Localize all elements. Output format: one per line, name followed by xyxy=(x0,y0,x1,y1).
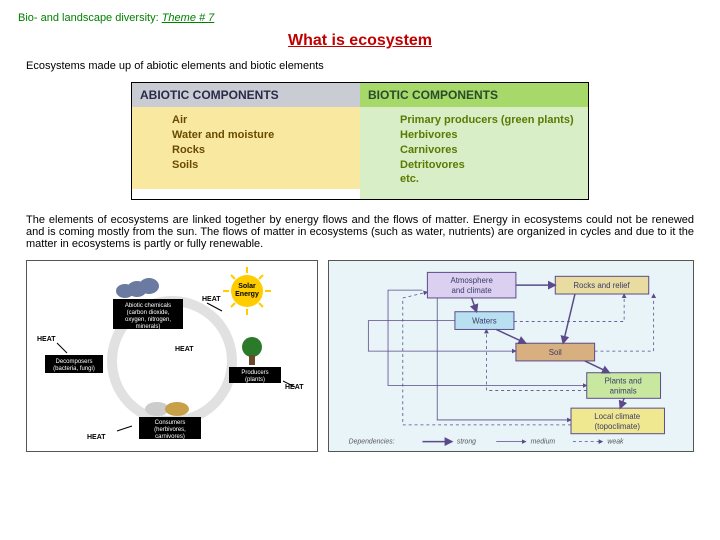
cons-box-3: carnivores) xyxy=(155,434,185,440)
energy-cycle-diagram: Solar Energy Abiotic chemicals (carbon d… xyxy=(26,260,318,452)
breadcrumb: Bio- and landscape diversity: Theme # 7 xyxy=(18,12,702,24)
soil-node: Soil xyxy=(549,348,562,357)
legend-dep: Dependencies: xyxy=(349,439,395,446)
heat-label: HEAT xyxy=(37,336,56,343)
atmo-node-1: Atmosphere xyxy=(450,276,493,285)
heat-label: HEAT xyxy=(175,346,194,353)
list-item: Carnivores xyxy=(400,143,578,158)
abiotic-box-3: oxygen, nitrogen, xyxy=(125,317,171,323)
local-node-2: (topoclimate) xyxy=(595,422,641,431)
cons-box-2: (herbivores, xyxy=(154,427,186,433)
components-table: ABIOTIC COMPONENTS Air Water and moistur… xyxy=(18,82,702,200)
heat-label: HEAT xyxy=(202,296,221,303)
decomp-box-2: (bacteria, fungi) xyxy=(53,366,95,372)
header-prefix: Bio- and landscape diversity: xyxy=(18,12,159,24)
prod-box-1: Producers xyxy=(241,370,268,376)
biotic-header: BIOTIC COMPONENTS xyxy=(360,83,588,107)
solar-label-1: Solar xyxy=(238,283,256,290)
page-title: What is ecosystem xyxy=(18,32,702,50)
list-item: Air xyxy=(172,113,350,128)
plants-node-2: animals xyxy=(610,387,637,396)
list-item: Primary producers (green plants) xyxy=(400,113,578,128)
list-item: Water and moisture xyxy=(172,128,350,143)
intro-text: Ecosystems made up of abiotic elements a… xyxy=(26,60,694,72)
cons-box-1: Consumers xyxy=(155,420,186,426)
header-theme: Theme # 7 xyxy=(162,12,215,24)
rocks-node: Rocks and relief xyxy=(573,281,630,290)
heat-label: HEAT xyxy=(285,384,304,391)
abiotic-list: Air Water and moisture Rocks Soils xyxy=(132,107,360,189)
solar-label-2: Energy xyxy=(235,291,259,298)
dependencies-diagram: Atmosphere and climate Rocks and relief … xyxy=(328,260,694,452)
abiotic-box-2: (carbon dioxide, xyxy=(127,310,170,316)
prod-box-2: (plants) xyxy=(245,377,265,383)
local-node-1: Local climate xyxy=(594,412,640,421)
decomp-box-1: Decomposers xyxy=(55,359,92,365)
plants-node-1: Plants and xyxy=(605,377,642,386)
list-item: Herbivores xyxy=(400,128,578,143)
list-item: Rocks xyxy=(172,143,350,158)
heat-label: HEAT xyxy=(87,434,106,441)
abiotic-header: ABIOTIC COMPONENTS xyxy=(132,83,360,107)
waters-node: Waters xyxy=(472,317,497,326)
abiotic-box-4: minerals) xyxy=(136,324,161,330)
atmo-node-2: and climate xyxy=(452,286,493,295)
body-paragraph: The elements of ecosystems are linked to… xyxy=(26,214,694,250)
list-item: etc. xyxy=(400,172,578,187)
diagrams-row: Solar Energy Abiotic chemicals (carbon d… xyxy=(26,260,694,452)
list-item: Detritovores xyxy=(400,158,578,173)
biotic-list: Primary producers (green plants) Herbivo… xyxy=(360,107,588,199)
list-item: Soils xyxy=(172,158,350,173)
abiotic-box-1: Abiotic chemicals xyxy=(125,303,171,309)
legend-medium: medium xyxy=(531,439,556,446)
legend-strong: strong xyxy=(457,439,476,446)
legend-weak: weak xyxy=(607,439,624,446)
